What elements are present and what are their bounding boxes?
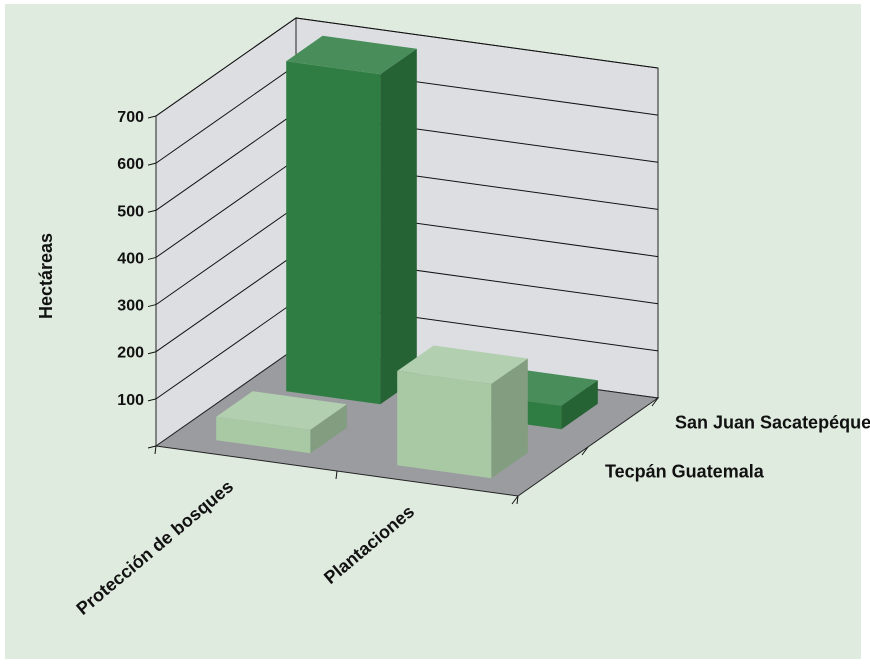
y-tick-mark	[147, 256, 157, 260]
series-label: San Juan Sacatepéquez	[675, 413, 870, 433]
bar	[286, 35, 417, 405]
y-tick-mark	[147, 209, 157, 213]
bar-top-face	[397, 345, 528, 384]
y-tick-mark	[147, 115, 157, 119]
y-tick-label: 600	[117, 156, 144, 173]
bar-top-face	[216, 391, 347, 430]
bar	[397, 345, 528, 479]
bar-front-face	[216, 416, 311, 454]
y-tick-label: 700	[117, 109, 144, 126]
y-tick-mark	[147, 398, 157, 402]
bar	[216, 391, 347, 454]
bar-front-face	[397, 371, 492, 479]
y-tick-label: 500	[117, 203, 144, 220]
z-tick-mark	[581, 446, 589, 456]
bar-top-face	[286, 35, 417, 75]
bar-side-face	[380, 48, 417, 405]
y-tick-mark	[147, 445, 157, 449]
y-tick-label: 300	[117, 298, 144, 315]
bar-side-face	[310, 404, 347, 454]
x-category-label: Plantaciones	[320, 501, 418, 588]
y-tick-mark	[147, 162, 157, 166]
series-label: Tecpán Guatemala	[605, 462, 765, 482]
x-tick-mark	[516, 495, 519, 505]
y-tick-label: 400	[117, 250, 144, 267]
y-tick-mark	[147, 351, 157, 355]
bar-front-face	[286, 61, 381, 405]
z-tick-mark	[511, 495, 519, 505]
gridline	[155, 17, 659, 117]
z-tick-mark	[651, 397, 659, 407]
bar-side-face	[561, 380, 598, 430]
x-category-label: Protección de bosques	[73, 476, 238, 619]
x-tick-mark	[335, 470, 338, 480]
y-tick-mark	[147, 304, 157, 308]
y-axis-label: Hectáreas	[36, 233, 56, 319]
x-tick-mark	[154, 445, 157, 455]
y-tick-label: 200	[117, 345, 144, 362]
y-tick-label: 100	[117, 392, 144, 409]
bar-side-face	[491, 358, 528, 479]
